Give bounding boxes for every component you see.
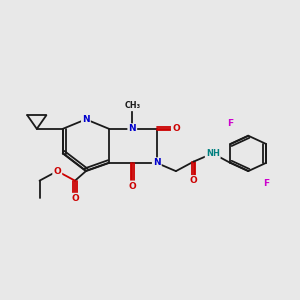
Text: NH: NH	[206, 149, 220, 158]
Text: N: N	[82, 115, 90, 124]
Text: O: O	[128, 182, 136, 190]
Text: O: O	[71, 194, 79, 203]
Text: O: O	[172, 124, 180, 134]
Text: O: O	[53, 167, 61, 176]
Text: N: N	[153, 158, 160, 167]
Text: O: O	[190, 176, 197, 185]
Text: F: F	[263, 179, 269, 188]
Text: CH₃: CH₃	[124, 101, 140, 110]
Text: F: F	[227, 119, 233, 128]
Text: N: N	[128, 124, 136, 134]
